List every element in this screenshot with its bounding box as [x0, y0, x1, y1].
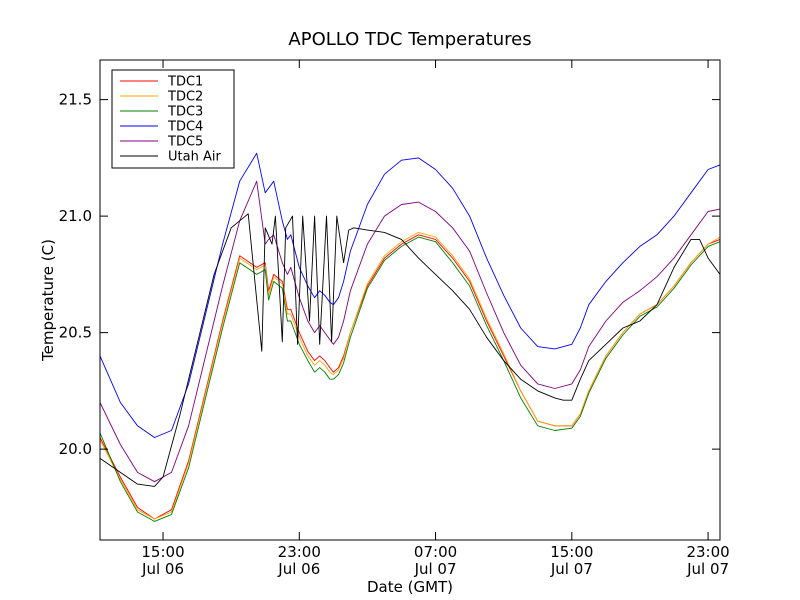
legend-label: TDC2: [167, 90, 203, 105]
x-tick-label-time: 23:00: [278, 543, 321, 561]
x-axis-label: Date (GMT): [367, 578, 453, 596]
series-line-utah-air: [99, 213, 721, 487]
legend-label: Utah Air: [168, 150, 221, 165]
x-tick-label-date: Jul 06: [141, 560, 184, 578]
legend-box: [111, 69, 235, 169]
x-tick-label-date: Jul 06: [277, 560, 320, 578]
series-line-tdc3: [99, 236, 721, 522]
chart-title: APOLLO TDC Temperatures: [288, 29, 531, 50]
legend-label: TDC5: [167, 135, 203, 150]
y-tick-label: 21.0: [59, 207, 92, 225]
y-tick-label: 20.5: [59, 324, 92, 342]
x-tick-label-time: 23:00: [686, 543, 729, 561]
y-tick-label: 20.0: [59, 440, 92, 458]
x-tick-label-date: Jul 07: [686, 560, 729, 578]
series-line-tdc4: [99, 152, 721, 438]
x-tick-label-date: Jul 07: [550, 560, 593, 578]
x-tick-label-time: 15:00: [141, 543, 184, 561]
y-tick-label: 21.5: [59, 91, 92, 109]
legend-label: TDC3: [167, 105, 203, 120]
legend-label: TDC4: [167, 120, 203, 135]
x-tick-label-time: 15:00: [550, 543, 593, 561]
x-tick-label-time: 07:00: [414, 543, 457, 561]
series-line-tdc2: [99, 231, 721, 520]
legend-label: TDC1: [167, 75, 203, 90]
y-axis-label: Temperature (C): [39, 239, 57, 362]
plot-frame: [99, 59, 721, 541]
x-tick-label-date: Jul 07: [414, 560, 457, 578]
series-layer: [99, 152, 721, 522]
